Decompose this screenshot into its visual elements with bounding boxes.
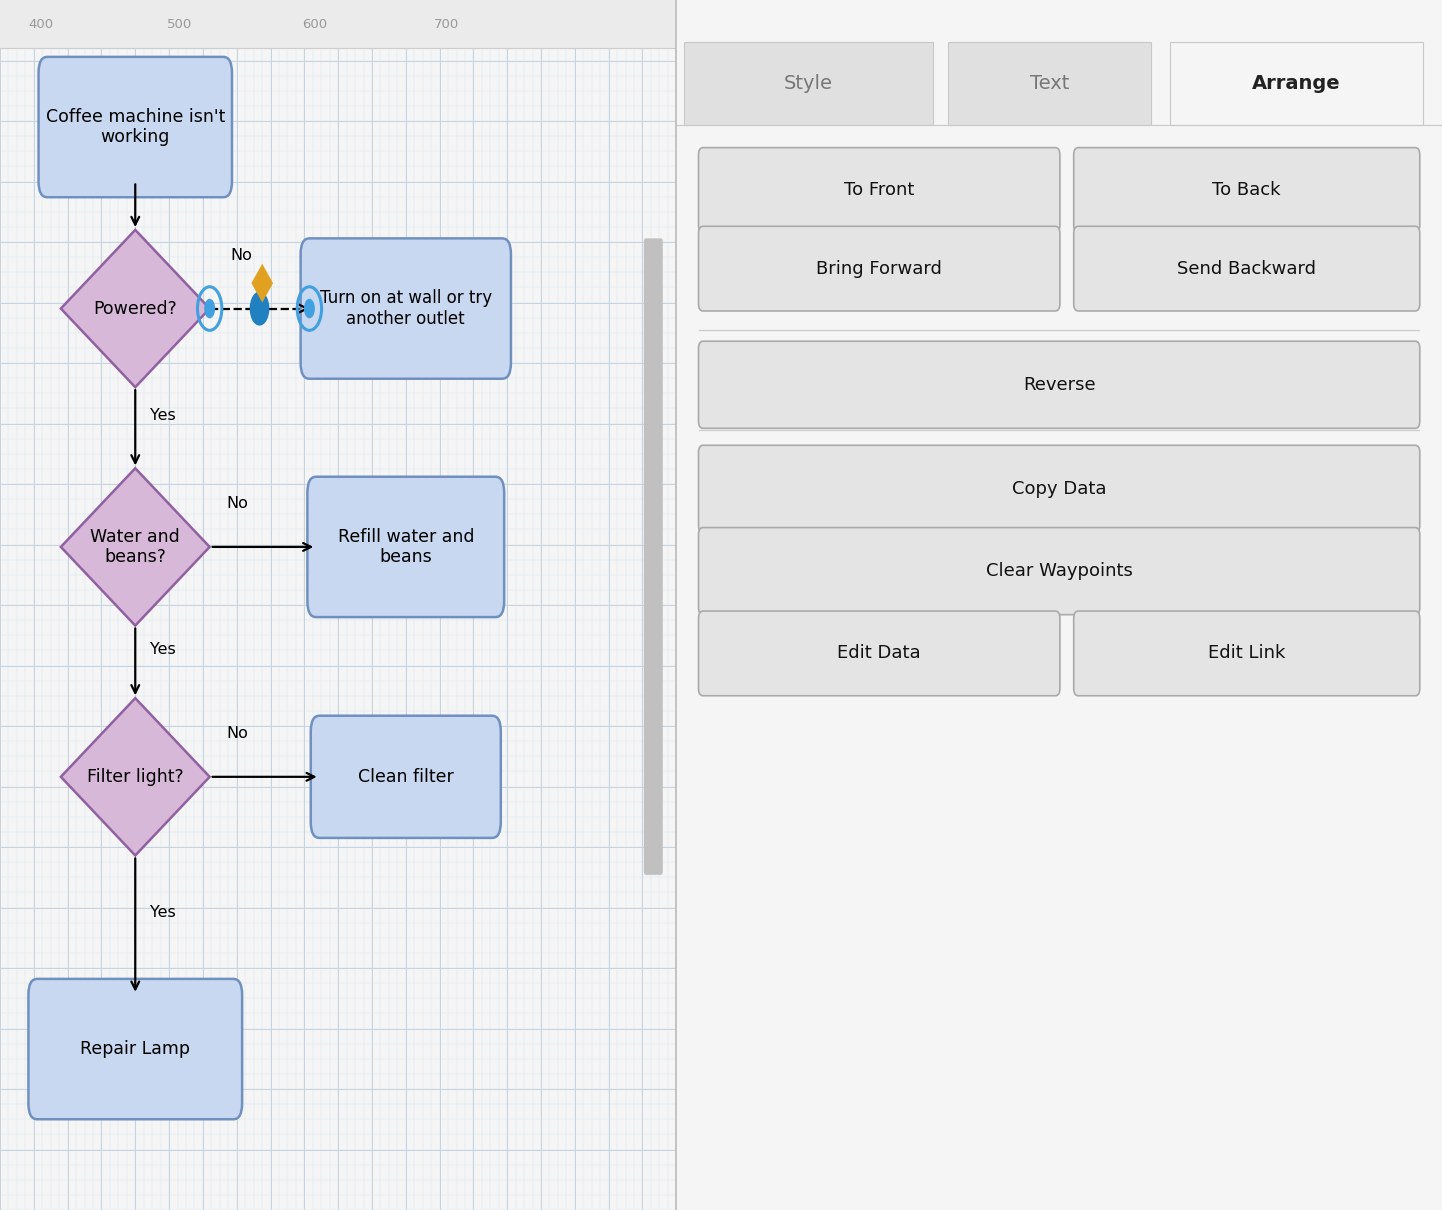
Text: 400: 400	[27, 18, 53, 30]
Circle shape	[251, 292, 268, 324]
Text: Text: Text	[1030, 74, 1070, 93]
FancyBboxPatch shape	[1074, 611, 1420, 696]
Polygon shape	[251, 264, 273, 302]
Polygon shape	[61, 468, 209, 626]
Text: Yes: Yes	[150, 643, 176, 657]
Text: Reverse: Reverse	[1022, 376, 1096, 393]
Text: Copy Data: Copy Data	[1012, 480, 1106, 497]
FancyBboxPatch shape	[1074, 148, 1420, 232]
Text: No: No	[226, 496, 248, 511]
Text: Edit Link: Edit Link	[1208, 645, 1285, 662]
FancyBboxPatch shape	[300, 238, 510, 379]
Text: Edit Data: Edit Data	[838, 645, 921, 662]
Text: Refill water and
beans: Refill water and beans	[337, 528, 474, 566]
FancyBboxPatch shape	[1169, 42, 1423, 125]
Text: Powered?: Powered?	[94, 300, 177, 317]
Text: Clear Waypoints: Clear Waypoints	[986, 563, 1132, 580]
Text: Send Backward: Send Backward	[1177, 260, 1317, 277]
Text: Turn on at wall or try
another outlet: Turn on at wall or try another outlet	[320, 289, 492, 328]
Text: No: No	[229, 248, 252, 263]
Text: Bring Forward: Bring Forward	[816, 260, 942, 277]
Text: Yes: Yes	[150, 905, 176, 921]
FancyBboxPatch shape	[949, 42, 1151, 125]
FancyBboxPatch shape	[698, 341, 1420, 428]
FancyBboxPatch shape	[698, 528, 1420, 615]
Circle shape	[304, 299, 314, 318]
FancyBboxPatch shape	[39, 57, 232, 197]
FancyBboxPatch shape	[307, 477, 505, 617]
Polygon shape	[61, 698, 209, 855]
FancyBboxPatch shape	[1074, 226, 1420, 311]
FancyBboxPatch shape	[698, 611, 1060, 696]
FancyBboxPatch shape	[0, 0, 676, 48]
Text: 500: 500	[167, 18, 192, 30]
Text: 600: 600	[301, 18, 327, 30]
Text: Repair Lamp: Repair Lamp	[81, 1041, 190, 1058]
Text: No: No	[226, 726, 248, 741]
Text: Coffee machine isn't
working: Coffee machine isn't working	[46, 108, 225, 146]
FancyBboxPatch shape	[684, 42, 933, 125]
FancyBboxPatch shape	[643, 238, 663, 875]
FancyBboxPatch shape	[698, 445, 1420, 532]
Text: Style: Style	[784, 74, 833, 93]
FancyBboxPatch shape	[698, 148, 1060, 232]
Polygon shape	[61, 230, 209, 387]
Circle shape	[205, 299, 215, 318]
FancyBboxPatch shape	[311, 716, 500, 837]
Text: Yes: Yes	[150, 408, 176, 424]
Text: To Back: To Back	[1213, 182, 1280, 198]
FancyBboxPatch shape	[698, 226, 1060, 311]
Text: 700: 700	[434, 18, 459, 30]
Text: Filter light?: Filter light?	[87, 768, 183, 785]
Text: Arrange: Arrange	[1252, 74, 1341, 93]
FancyBboxPatch shape	[29, 979, 242, 1119]
Text: To Front: To Front	[844, 182, 914, 198]
Text: Clean filter: Clean filter	[358, 768, 454, 785]
Text: Water and
beans?: Water and beans?	[91, 528, 180, 566]
